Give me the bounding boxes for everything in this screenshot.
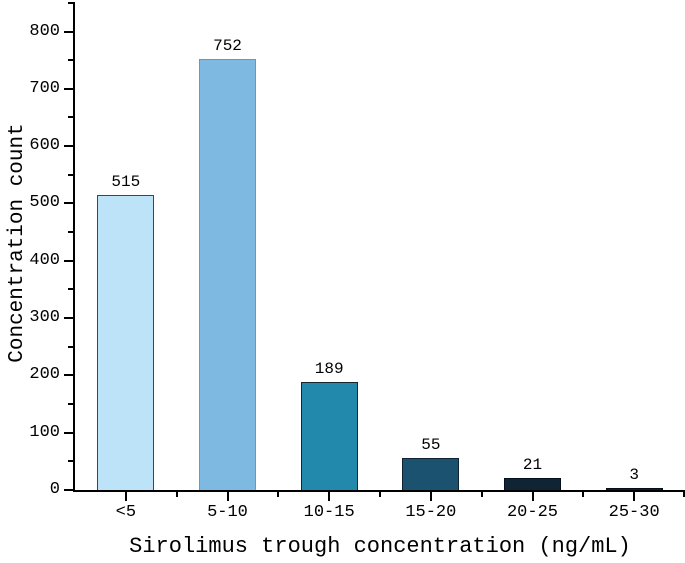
y-minor-tick [68, 460, 73, 463]
x-minor-tick [582, 491, 585, 497]
y-major-tick [64, 87, 73, 90]
x-category-label: 20-25 [506, 503, 558, 522]
x-axis-spine [73, 489, 685, 492]
x-major-tick [531, 491, 534, 501]
y-major-tick [64, 145, 73, 148]
y-axis-spine [73, 2, 75, 492]
x-category-label: 25-30 [608, 503, 660, 522]
bar-10-15 [300, 381, 358, 491]
bar-value-label: 189 [314, 359, 344, 378]
y-major-tick [64, 259, 73, 262]
bar-value-label: 55 [421, 436, 441, 455]
x-category-label: 15-20 [405, 503, 457, 522]
y-major-tick [64, 374, 73, 377]
y-minor-tick [68, 288, 73, 291]
x-minor-tick [480, 491, 483, 497]
y-minor-tick [68, 345, 73, 348]
bar-15-20 [402, 458, 460, 491]
y-major-tick [64, 30, 73, 33]
y-tick-label: 500 [29, 193, 60, 213]
y-minor-tick [68, 116, 73, 119]
y-tick-label: 700 [29, 78, 60, 98]
x-major-tick [124, 491, 127, 501]
y-tick-label: 300 [29, 308, 60, 328]
x-category-label: 5-10 [207, 503, 248, 522]
x-minor-tick [379, 491, 381, 497]
y-major-tick [64, 489, 73, 491]
x-major-tick [328, 491, 331, 501]
x-minor-tick [175, 491, 178, 497]
x-minor-tick [682, 491, 685, 497]
x-minor-tick [277, 491, 280, 497]
y-major-tick [64, 202, 73, 205]
x-category-label: 10-15 [303, 503, 355, 522]
bar-<5 [97, 194, 155, 491]
y-major-tick [64, 431, 73, 434]
y-major-tick [64, 317, 73, 320]
y-tick-label: 400 [29, 250, 60, 270]
y-axis-title: Concentration count [6, 123, 29, 363]
y-tick-label: 600 [29, 136, 60, 156]
y-tick-label: 200 [29, 365, 60, 385]
y-tick-label: 100 [29, 422, 60, 442]
y-minor-tick [68, 231, 73, 234]
y-tick-label: 0 [49, 480, 60, 499]
x-major-tick [633, 491, 636, 501]
y-minor-tick [68, 403, 73, 406]
y-tick-label: 800 [29, 21, 60, 41]
y-minor-tick [68, 173, 73, 176]
x-axis-title: Sirolimus trough concentration (ng/mL) [129, 534, 631, 559]
bar-value-label: 752 [213, 37, 242, 56]
y-minor-tick [68, 59, 73, 62]
y-minor-tick [68, 1, 73, 4]
bar-value-label: 515 [111, 172, 141, 191]
bar-value-label: 3 [629, 465, 639, 484]
x-major-tick [429, 491, 432, 501]
bar-value-label: 21 [522, 455, 543, 474]
x-major-tick [226, 491, 229, 501]
bar-5-10 [199, 59, 256, 491]
x-category-label: <5 [115, 503, 137, 522]
